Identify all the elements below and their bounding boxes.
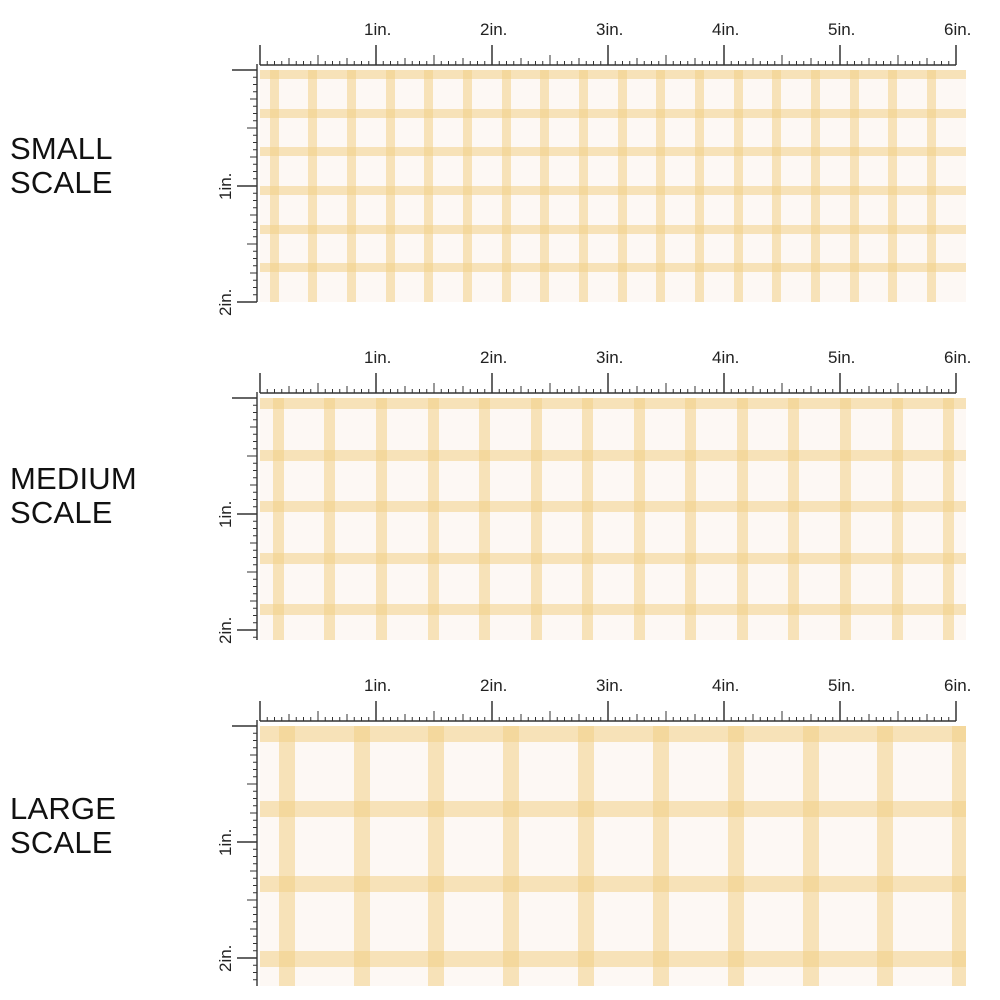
ruler-vertical-label-1in: 1in. bbox=[216, 501, 235, 528]
vertical-stripe bbox=[582, 398, 593, 640]
medium-scale-ruler: 1in. 2in. 3in. 4in. 5in. 6in. 1in. 2in. bbox=[216, 348, 971, 644]
large-scale-label-line2: SCALE bbox=[10, 825, 113, 860]
horizontal-stripe bbox=[260, 263, 966, 272]
large-scale-fabric-swatch bbox=[260, 726, 966, 986]
vertical-stripe bbox=[892, 398, 903, 640]
small-scale-ruler: 1in. 2in. 3in. 4in. 5in. 6in. 1in. 2in. bbox=[216, 20, 971, 316]
vertical-stripe bbox=[788, 398, 799, 640]
vertical-stripe bbox=[737, 398, 748, 640]
horizontal-stripe bbox=[260, 604, 966, 615]
vertical-stripe bbox=[428, 726, 444, 986]
horizontal-stripe bbox=[260, 147, 966, 156]
ruler-label-2in: 2in. bbox=[480, 676, 507, 695]
ruler-vertical-label-2in: 2in. bbox=[216, 289, 235, 316]
horizontal-stripe bbox=[260, 501, 966, 512]
ruler-vertical-label-1in: 1in. bbox=[216, 829, 235, 856]
vertical-stripe bbox=[653, 726, 669, 986]
ruler-label-4in: 4in. bbox=[712, 20, 739, 39]
vertical-stripe bbox=[324, 398, 335, 640]
horizontal-stripe bbox=[260, 951, 966, 967]
ruler-label-5in: 5in. bbox=[828, 676, 855, 695]
ruler-label-3in: 3in. bbox=[596, 20, 623, 39]
small-scale-section: SMALL SCALE 1in. 2in. 3in. 4in. 5in. 6in. 1in.… bbox=[0, 0, 1000, 330]
vertical-stripe bbox=[479, 398, 490, 640]
horizontal-stripe bbox=[260, 109, 966, 118]
ruler-label-6in: 6in. bbox=[944, 20, 971, 39]
vertical-stripe bbox=[952, 726, 966, 986]
ruler-label-6in: 6in. bbox=[944, 676, 971, 695]
ruler-label-3in: 3in. bbox=[596, 676, 623, 695]
ruler-label-1in: 1in. bbox=[364, 676, 391, 695]
vertical-stripe bbox=[685, 398, 696, 640]
vertical-stripe bbox=[503, 726, 519, 986]
small-scale-label: SMALL SCALE bbox=[10, 132, 113, 200]
horizontal-stripe bbox=[260, 553, 966, 564]
vertical-stripe bbox=[877, 726, 893, 986]
ruler-label-5in: 5in. bbox=[828, 20, 855, 39]
vertical-stripe bbox=[840, 398, 851, 640]
vertical-stripe bbox=[376, 398, 387, 640]
ruler-label-3in: 3in. bbox=[596, 348, 623, 367]
horizontal-stripe bbox=[260, 726, 966, 742]
large-scale-label-line1: LARGE bbox=[10, 791, 117, 826]
small-scale-label-line2: SCALE bbox=[10, 165, 113, 200]
vertical-stripe bbox=[354, 726, 370, 986]
medium-scale-fabric-swatch bbox=[260, 398, 966, 640]
medium-scale-label: MEDIUM SCALE bbox=[10, 462, 137, 530]
ruler-label-1in: 1in. bbox=[364, 20, 391, 39]
small-scale-fabric-swatch bbox=[260, 70, 966, 302]
horizontal-stripe bbox=[260, 876, 966, 892]
vertical-stripe bbox=[943, 398, 954, 640]
horizontal-stripe bbox=[260, 186, 966, 195]
large-scale-label: LARGE SCALE bbox=[10, 792, 116, 860]
small-scale-label-line1: SMALL bbox=[10, 131, 113, 166]
ruler-label-6in: 6in. bbox=[944, 348, 971, 367]
ruler-vertical-label-2in: 2in. bbox=[216, 617, 235, 644]
medium-scale-label-line2: SCALE bbox=[10, 495, 113, 530]
vertical-stripe bbox=[578, 726, 594, 986]
ruler-label-2in: 2in. bbox=[480, 348, 507, 367]
vertical-stripe bbox=[279, 726, 295, 986]
medium-scale-section: MEDIUM SCALE 1in. 2in. 3in. 4in. 5in. 6in. 1in… bbox=[10, 348, 971, 644]
vertical-stripe bbox=[428, 398, 439, 640]
ruler-label-2in: 2in. bbox=[480, 20, 507, 39]
vertical-stripe bbox=[803, 726, 819, 986]
horizontal-stripe bbox=[260, 450, 966, 461]
vertical-stripe bbox=[634, 398, 645, 640]
vertical-stripe bbox=[728, 726, 744, 986]
horizontal-stripe bbox=[260, 801, 966, 817]
ruler-vertical-label-2in: 2in. bbox=[216, 945, 235, 972]
ruler-label-4in: 4in. bbox=[712, 348, 739, 367]
horizontal-stripe bbox=[260, 398, 966, 409]
ruler-label-1in: 1in. bbox=[364, 348, 391, 367]
ruler-label-5in: 5in. bbox=[828, 348, 855, 367]
horizontal-stripe bbox=[260, 225, 966, 234]
medium-scale-label-line1: MEDIUM bbox=[10, 461, 137, 496]
ruler-label-4in: 4in. bbox=[712, 676, 739, 695]
vertical-stripe bbox=[273, 398, 284, 640]
ruler-vertical-label-1in: 1in. bbox=[216, 173, 235, 200]
vertical-stripe bbox=[531, 398, 542, 640]
horizontal-stripe bbox=[260, 70, 966, 79]
